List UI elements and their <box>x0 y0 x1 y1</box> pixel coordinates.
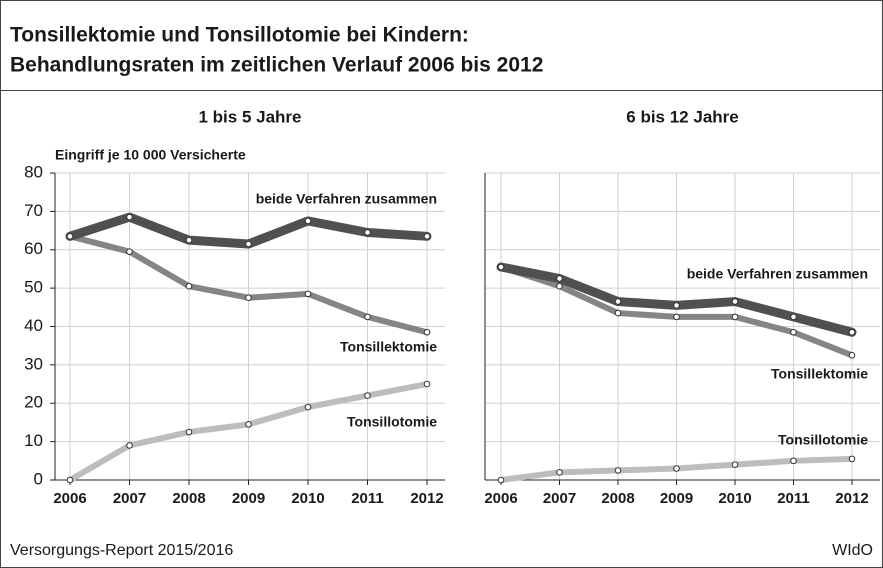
point <box>423 380 431 388</box>
point <box>497 263 505 271</box>
point <box>790 328 797 336</box>
series-label: Tonsillektomie <box>771 366 868 382</box>
x-tick-label: 2007 <box>543 490 576 507</box>
point <box>126 442 133 449</box>
point <box>126 213 133 221</box>
y-tick-label: 30 <box>24 354 43 373</box>
y-tick-label: 80 <box>24 162 43 181</box>
point <box>848 455 856 463</box>
point <box>790 457 797 465</box>
x-tick-label: 2007 <box>113 490 146 507</box>
x-tick-label: 2011 <box>351 490 384 507</box>
x-tick-label: 2012 <box>410 490 443 507</box>
y-tick-label: 20 <box>24 393 43 412</box>
point <box>673 465 680 472</box>
y-tick-label: 10 <box>24 431 43 450</box>
publisher: WIdO <box>832 542 873 559</box>
point <box>185 282 193 290</box>
series-label: beide Verfahren zusammen <box>256 191 437 207</box>
point <box>304 290 312 298</box>
point <box>848 328 856 336</box>
y-tick-label: 0 <box>34 469 43 488</box>
source: Versorgungs-Report 2015/2016 <box>10 542 233 559</box>
point <box>497 476 505 484</box>
point <box>66 233 74 240</box>
point <box>66 476 74 484</box>
panel-title: 6 bis 12 Jahre <box>626 107 738 126</box>
point <box>423 328 431 336</box>
point <box>556 469 563 476</box>
y-tick-label: 70 <box>24 201 43 220</box>
series-label: Tonsillotomie <box>778 432 868 448</box>
point <box>731 298 739 305</box>
x-tick-label: 2009 <box>232 490 265 507</box>
x-tick-label: 2010 <box>718 490 751 507</box>
chart-title: Tonsillektomie und Tonsillotomie bei Kin… <box>10 24 469 47</box>
point <box>364 313 371 321</box>
series-label: Tonsillektomie <box>340 339 437 355</box>
point <box>304 217 312 225</box>
point <box>423 233 431 240</box>
y-tick-label: 60 <box>24 239 43 258</box>
series-label: beide Verfahren zusammen <box>687 266 868 282</box>
point <box>556 275 563 282</box>
point <box>185 236 193 244</box>
point <box>673 313 680 321</box>
point <box>614 298 622 305</box>
x-tick-label: 2008 <box>172 490 205 507</box>
chart-title: Behandlungsraten im zeitlichen Verlauf 2… <box>10 54 543 77</box>
point <box>185 428 193 436</box>
x-tick-label: 2006 <box>53 490 86 507</box>
point <box>790 313 797 321</box>
point <box>614 467 622 474</box>
x-tick-label: 2008 <box>601 490 634 507</box>
point <box>731 313 739 321</box>
point <box>364 229 371 236</box>
point <box>245 294 252 302</box>
x-tick-label: 2010 <box>291 490 324 507</box>
point <box>673 302 680 309</box>
x-tick-label: 2011 <box>777 490 810 507</box>
y-tick-label: 40 <box>24 316 43 335</box>
panel-title: 1 bis 5 Jahre <box>198 107 301 126</box>
point <box>245 421 252 428</box>
x-tick-label: 2012 <box>835 490 868 507</box>
y-tick-label: 50 <box>24 278 43 297</box>
series-label: Tonsillotomie <box>347 414 437 430</box>
point <box>304 403 312 411</box>
x-tick-label: 2009 <box>660 490 693 507</box>
point <box>364 392 371 399</box>
point <box>731 461 739 468</box>
point <box>848 351 856 359</box>
point <box>245 240 252 248</box>
y-axis-label: Eingriff je 10 000 Versicherte <box>55 147 246 163</box>
point <box>556 282 563 290</box>
point <box>614 309 622 317</box>
point <box>126 248 133 255</box>
x-tick-label: 2006 <box>484 490 517 507</box>
